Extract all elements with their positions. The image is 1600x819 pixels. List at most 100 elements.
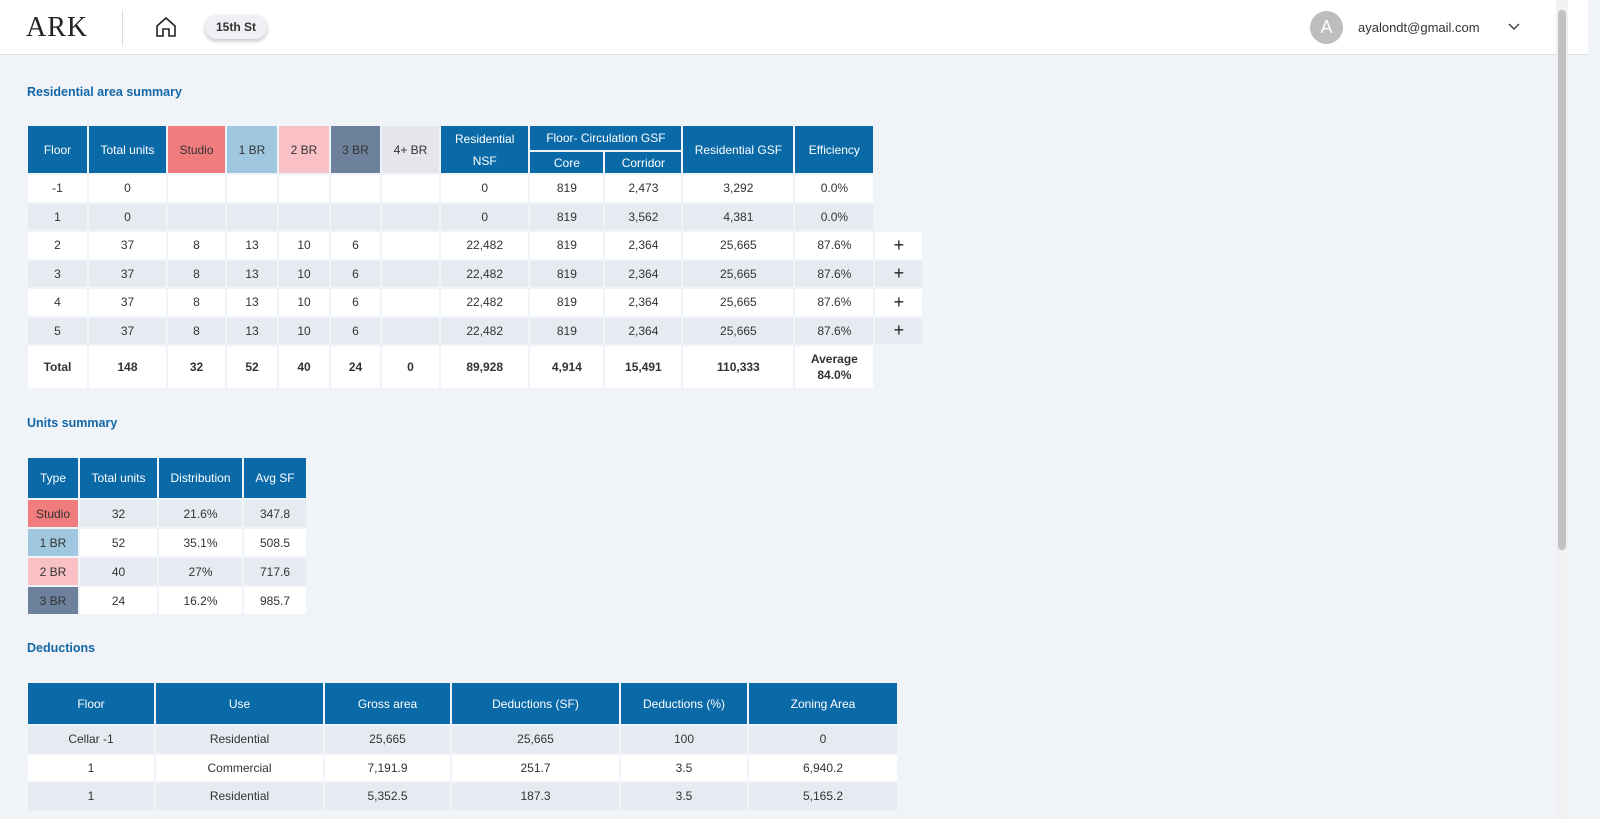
table-row: Studio 32 21.6% 347.8	[28, 500, 306, 527]
dropdown-chevron[interactable]	[1508, 22, 1520, 32]
column-header: 1 BR	[227, 126, 277, 173]
unit-type: 3 BR	[28, 587, 78, 614]
total-cell: 110,333	[683, 346, 794, 388]
cell: 6	[331, 289, 380, 316]
cell: 37	[89, 232, 166, 259]
expand-button[interactable]: +	[875, 317, 923, 344]
cell: 1	[28, 203, 87, 230]
table-row: 4 37 8 13 10 6 22,482 819 2,364 25,665 87.6% +	[28, 289, 923, 316]
cell: 0	[441, 175, 529, 202]
cell: 717.6	[244, 558, 306, 585]
cell: 25,665	[452, 726, 619, 753]
cell: 25,665	[683, 317, 794, 344]
column-header: Use	[156, 683, 323, 724]
cell: 4	[28, 289, 87, 316]
cell: 6	[331, 260, 380, 287]
cell: 100	[621, 726, 747, 753]
cell: 10	[279, 289, 329, 316]
column-header: Corridor	[605, 152, 682, 173]
section-title: Deductions	[27, 641, 96, 655]
total-row: Total 148 32 52 40 24 0 89,928 4,914 15,491 110,33…	[28, 346, 922, 388]
user-email[interactable]: ayalondt@gmail.com	[1358, 20, 1480, 35]
cell	[279, 203, 329, 230]
cell: 87.6%	[795, 317, 874, 344]
unit-type: Studio	[28, 500, 78, 527]
home-icon[interactable]	[154, 15, 178, 39]
cell	[382, 232, 439, 259]
expand-button[interactable]: +	[875, 289, 923, 316]
column-header: Studio	[168, 126, 225, 173]
table-row: 1 BR 52 35.1% 508.5	[28, 529, 306, 556]
cell: 2,364	[605, 289, 682, 316]
cell: 251.7	[452, 754, 619, 781]
cell: 27%	[159, 558, 242, 585]
cell: 3.5	[621, 754, 747, 781]
cell: 0	[441, 203, 529, 230]
cell	[279, 175, 329, 202]
cell: 819	[530, 260, 604, 287]
column-header: Deductions (SF)	[452, 683, 619, 724]
avatar[interactable]: A	[1310, 11, 1343, 44]
cell: 87.6%	[795, 232, 874, 259]
column-header: Zoning Area	[749, 683, 897, 724]
cell	[382, 203, 439, 230]
cell: 819	[530, 289, 604, 316]
cell: 819	[530, 232, 604, 259]
project-pill[interactable]: 15th St	[205, 15, 268, 39]
cell: 8	[168, 232, 225, 259]
cell: 32	[80, 500, 157, 527]
total-cell: 89,928	[441, 346, 529, 388]
cell: 40	[80, 558, 157, 585]
cell	[382, 175, 439, 202]
cell: 24	[80, 587, 157, 614]
cell: 10	[279, 260, 329, 287]
total-cell: 15,491	[605, 346, 682, 388]
cell: 25,665	[683, 289, 794, 316]
scroll-thumb[interactable]	[1558, 10, 1566, 550]
total-cell: 148	[89, 346, 166, 388]
cell: 37	[89, 289, 166, 316]
cell: 13	[227, 260, 277, 287]
residential-table: Floor Total units Studio 1 BR 2 BR 3 BR 4+ BR R…	[26, 124, 924, 390]
cell: 3.5	[621, 783, 747, 810]
cell: -1	[28, 175, 87, 202]
cell: 1	[28, 783, 154, 810]
cell: 2	[28, 232, 87, 259]
cell: 25,665	[683, 232, 794, 259]
table-row: 2 37 8 13 10 6 22,482 819 2,364 25,665 87.6% +	[28, 232, 923, 259]
column-header: 2 BR	[279, 126, 329, 173]
cell: 13	[227, 317, 277, 344]
column-header: 4+ BR	[382, 126, 439, 173]
cell: Commercial	[156, 754, 323, 781]
cell: Residential	[156, 783, 323, 810]
column-header: Total units	[89, 126, 166, 173]
cell: 5,352.5	[325, 783, 450, 810]
cell: 985.7	[244, 587, 306, 614]
column-header: Efficiency	[795, 126, 874, 173]
cell: 819	[530, 175, 604, 202]
cell: 347.8	[244, 500, 306, 527]
spacer	[875, 126, 922, 173]
cell: 37	[89, 260, 166, 287]
cell	[382, 317, 439, 344]
cell: 6	[331, 232, 380, 259]
deductions-table: Floor Use Gross area Deductions (SF) Deducti…	[26, 681, 899, 812]
average-label: Average	[810, 352, 858, 366]
logo[interactable]: ARK	[26, 12, 89, 43]
expand-button[interactable]: +	[875, 260, 923, 287]
cell: 87.6%	[795, 260, 874, 287]
total-cell: 0	[382, 346, 439, 388]
cell: 6	[331, 317, 380, 344]
table-row: 1 Residential 5,352.5 187.3 3.5 5,165.2	[28, 783, 897, 810]
cell: 37	[89, 317, 166, 344]
cell: 1	[28, 754, 154, 781]
section-title: Units summary	[27, 416, 118, 430]
cell: 22,482	[441, 289, 529, 316]
expand-button[interactable]: +	[875, 232, 923, 259]
cell: 0	[89, 175, 166, 202]
cell: 13	[227, 232, 277, 259]
cell: 2,473	[605, 175, 682, 202]
cell: 0	[89, 203, 166, 230]
column-header: Type	[28, 458, 78, 498]
